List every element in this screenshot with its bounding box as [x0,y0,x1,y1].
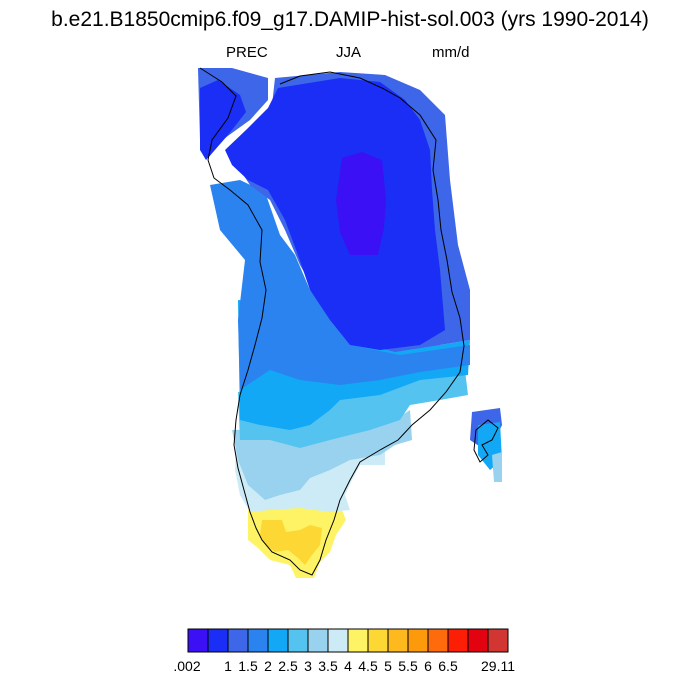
colorbar-label: 4.5 [358,658,378,674]
plot-title: b.e21.B1850cmip6.f09_g17.DAMIP-hist-sol.… [51,8,649,31]
field-mid-blue [210,180,470,390]
colorbar-swatch [307,628,329,653]
units-label: mm/d [432,44,470,61]
colorbar-swatch [367,628,389,653]
colorbar-label: 6 [424,658,432,674]
colorbar-swatch [267,628,289,653]
colorbar-swatch [207,628,229,653]
colorbar-label: 5.5 [398,658,418,674]
island-coastline [473,419,499,463]
field-purple-max [336,152,386,255]
colorbar-swatch [247,628,269,653]
colorbar-swatch [447,628,469,653]
colorbar-label: 2 [264,658,272,674]
colorbar-label: 3.5 [318,658,338,674]
colorbar-swatches [187,628,509,653]
colorbar-swatch [327,628,349,653]
colorbar-swatch [287,628,309,653]
colorbar-label: 29.11 [481,658,515,674]
colorbar-swatch [407,628,429,653]
variable-label: PREC [226,44,268,61]
colorbar-label: 6.5 [438,658,458,674]
field-island-light [492,452,502,482]
colorbar-label: 1.5 [238,658,258,674]
colorbar-label: 2.5 [278,658,298,674]
colorbar-label: 3 [304,658,312,674]
colorbar-swatch [227,628,249,653]
coastline [199,67,465,576]
field-yellow-strong [260,520,322,565]
colorbar-swatch [487,628,509,653]
season-label: JJA [336,44,362,61]
field-deep-blue-core [225,78,445,350]
colorbar-label: .002 [173,658,200,674]
colorbar-labels: .002 1 1.5 2 2.5 3 3.5 4 4.5 5 5.5 6 6.5 29.11 [173,658,515,674]
colorbar-label: 4 [344,658,352,674]
colorbar-swatch [427,628,449,653]
colorbar-swatch [187,628,209,653]
colorbar-swatch [347,628,369,653]
colorbar-swatch [387,628,409,653]
colorbar-label: 1 [224,658,232,674]
map-fields [198,68,502,578]
colorbar-swatch [467,628,489,653]
colorbar-label: 5 [384,658,392,674]
